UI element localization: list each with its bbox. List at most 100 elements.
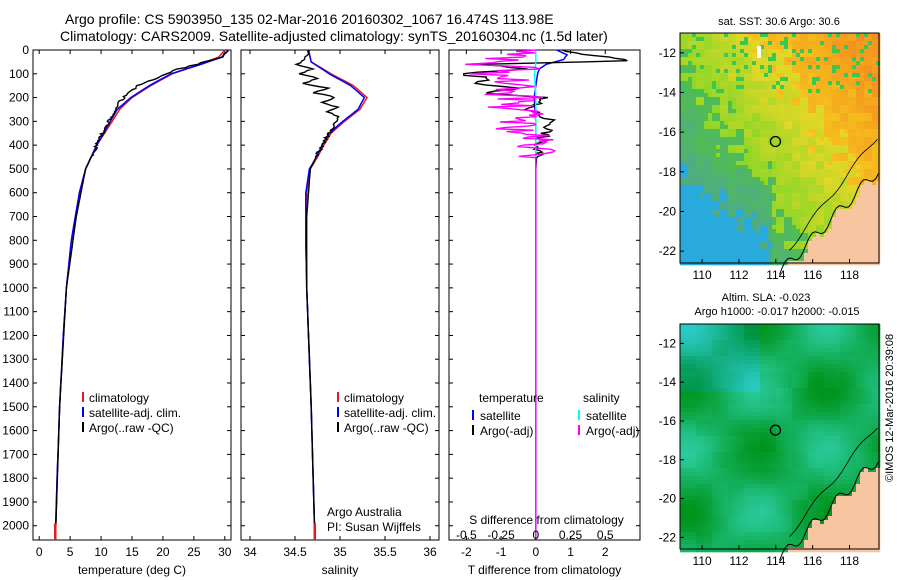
- chart-panel-temperature: 0 5 10 15 20 25 30 temperature (deg C) climatolo…: [32, 49, 232, 577]
- legend-title: salinity: [583, 391, 620, 405]
- map-frame: [679, 323, 880, 550]
- depth-tick-label: 700: [9, 210, 29, 224]
- coastline: [779, 173, 879, 275]
- x-tick-label: 34.5: [283, 545, 307, 559]
- sla-map-title-line2: Argo h1000: -0.017 h2000: -0.015: [694, 306, 859, 318]
- sst-map-title: sat. SST: 30.6 Argo: 30.6: [718, 16, 840, 28]
- map-lat-label: -12: [659, 46, 677, 60]
- x-tick-label: 0: [36, 545, 43, 559]
- map-frame: [679, 32, 880, 264]
- figure-title-line2: Climatology: CARS2009. Satellite-adjuste…: [60, 28, 608, 44]
- sst-map: 110 112 114 116 118 -12 -14 -16 -18 -20 -22: [659, 32, 881, 282]
- series-line-satellite-adj-clim-: [54, 49, 230, 538]
- chart-panel-difference: -2 -1 0 1 2 T difference from climatology temp…: [448, 49, 641, 577]
- coastline: [779, 461, 879, 561]
- map-lat-label: -14: [659, 375, 677, 389]
- legend-label: satellite: [586, 409, 627, 423]
- plot-frame: [32, 49, 232, 541]
- series-line-climatology: [54, 49, 226, 538]
- map-lat-label: -12: [659, 336, 677, 350]
- x-tick-label: 35: [333, 545, 347, 559]
- map-lat-label: -14: [659, 85, 677, 99]
- map-lat-label: -22: [659, 244, 677, 258]
- x-tick-label: 0: [532, 545, 539, 559]
- depth-tick-label: 100: [9, 67, 29, 81]
- map-lat-label: -20: [659, 204, 677, 218]
- legend-label: satellite: [480, 409, 521, 423]
- plot-frame: [448, 49, 641, 541]
- legend-label: satellite-adj. clim.: [344, 406, 436, 420]
- x-tick-label: 20: [156, 545, 170, 559]
- x-tick-label: 35.5: [373, 545, 397, 559]
- x-tick-label: -2: [461, 545, 472, 559]
- depth-tick-label: 500: [9, 162, 29, 176]
- panel-annotation: PI: Susan Wijffels: [327, 520, 421, 534]
- map-lon-label: 116: [803, 554, 822, 568]
- series-line-argo-raw-qc-: [54, 49, 229, 538]
- depth-tick-label: 600: [9, 186, 29, 200]
- series-line-argo-raw-qc-: [294, 49, 341, 538]
- x-tick-label: 34: [243, 545, 257, 559]
- isobath-line: [789, 427, 878, 537]
- x-tick-label: 2: [602, 545, 609, 559]
- top-tick-label: 0.5: [597, 528, 614, 542]
- legend-label: Argo(..raw -QC): [89, 421, 174, 435]
- x-tick-label: 15: [125, 545, 139, 559]
- top-tick-label: -0.25: [487, 528, 515, 542]
- depth-tick-label: 1900: [2, 495, 29, 509]
- x-tick-label: 10: [94, 545, 108, 559]
- sla-map-title-line1: Altim. SLA: -0.023: [722, 292, 811, 304]
- depth-tick-label: 1600: [2, 424, 29, 438]
- map-lat-label: -18: [659, 453, 677, 467]
- legend-label: satellite-adj. clim.: [89, 406, 181, 420]
- map-lat-label: -16: [659, 125, 677, 139]
- map-lon-label: 110: [693, 554, 712, 568]
- top-tick-label: 0: [532, 528, 539, 542]
- map-lon-label: 112: [729, 554, 748, 568]
- x-tick-label: -1: [496, 545, 507, 559]
- missing-data-patch: [757, 46, 761, 58]
- legend-label: Argo(..raw -QC): [344, 421, 429, 435]
- depth-tick-label: 0: [22, 43, 29, 57]
- series-line-t-argo-adj-: [462, 49, 628, 538]
- legend-label: climatology: [89, 391, 149, 405]
- top-tick-label: 0.25: [559, 528, 583, 542]
- map-lat-label: -18: [659, 165, 677, 179]
- depth-tick-label: 2000: [2, 519, 29, 533]
- x-tick-label: 36: [423, 545, 437, 559]
- legend-label: Argo(-adj): [586, 424, 639, 438]
- legend-label: climatology: [344, 391, 404, 405]
- map-lon-label: 116: [803, 268, 822, 282]
- legend-label: Argo(-adj): [480, 424, 533, 438]
- chart-panel-salinity: 34 34.5 35 35.5 36 salinity climatologysatelli…: [240, 49, 440, 577]
- legend-title: temperature: [479, 391, 544, 405]
- depth-tick-label: 400: [9, 138, 29, 152]
- figure-title-line1: Argo profile: CS 5903950_135 02-Mar-2016…: [65, 11, 554, 27]
- depth-tick-label: 300: [9, 114, 29, 128]
- map-lon-label: 110: [693, 268, 712, 282]
- x-axis-label: salinity: [322, 563, 359, 577]
- map-lat-label: -22: [659, 530, 677, 544]
- map-lon-label: 114: [766, 554, 785, 568]
- sla-map: 110 112 114 116 118 -12 -14 -16 -18 -20 -22: [659, 323, 881, 568]
- float-location-marker: [769, 424, 782, 436]
- depth-tick-label: 900: [9, 257, 29, 271]
- depth-tick-label: 200: [9, 91, 29, 105]
- map-lon-label: 118: [840, 268, 859, 282]
- panel-annotation: Argo Australia: [327, 505, 402, 519]
- series-line-climatology: [305, 49, 368, 538]
- depth-tick-label: 1700: [2, 447, 29, 461]
- depth-tick-label: 1300: [2, 352, 29, 366]
- map-lon-label: 114: [766, 268, 785, 282]
- x-tick-label: 5: [67, 545, 74, 559]
- x-axis-label: T difference from climatology: [468, 563, 622, 577]
- copyright-stamp: ©IMOS 12-Mar-2016 20:39:08: [884, 333, 896, 482]
- x-tick-label: 1: [567, 545, 574, 559]
- float-location-marker: [769, 135, 782, 148]
- map-lat-label: -16: [659, 414, 677, 428]
- x-tick-label: 25: [187, 545, 201, 559]
- top-tick-label: -0.5: [456, 528, 477, 542]
- isobath-line: [789, 139, 878, 251]
- depth-tick-label: 1400: [2, 376, 29, 390]
- series-line-s-argo-adj-: [465, 49, 556, 538]
